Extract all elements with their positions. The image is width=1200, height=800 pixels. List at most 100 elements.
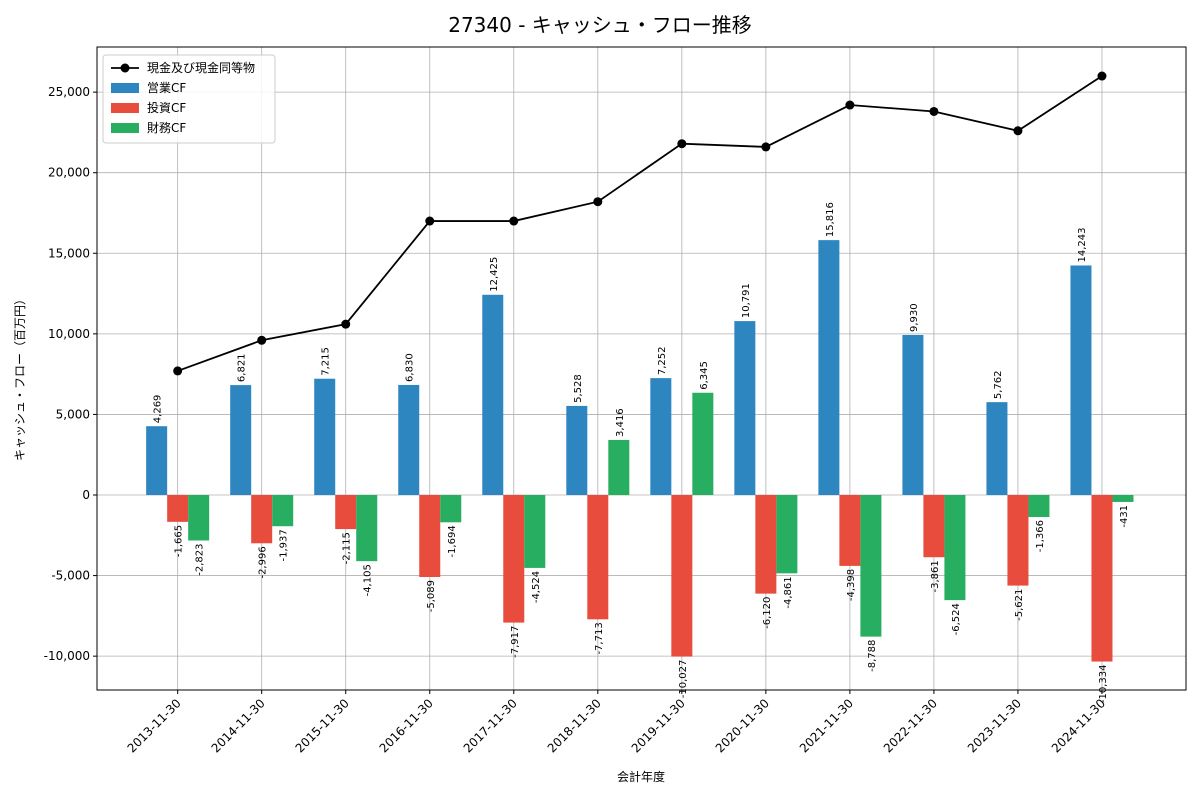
legend-bar-swatch (111, 123, 139, 133)
data-label: -3,861 (930, 560, 941, 592)
bar-財務CF (776, 495, 798, 574)
x-tick-label: 2022-11-30 (881, 696, 940, 755)
bar-投資CF (503, 495, 525, 623)
bar-営業CF (986, 402, 1008, 496)
bar-営業CF (818, 240, 840, 496)
data-label: 5,762 (993, 371, 1004, 400)
line-point (677, 139, 687, 149)
bar-営業CF (146, 426, 168, 496)
y-tick-label: 15,000 (48, 246, 90, 260)
line-point (425, 216, 435, 226)
bar-投資CF (419, 495, 441, 578)
bar-投資CF (587, 495, 609, 620)
bar-財務CF (356, 495, 378, 562)
bar-営業CF (398, 384, 420, 496)
data-label: 9,930 (909, 303, 920, 332)
data-label: -10,334 (1098, 665, 1109, 704)
data-label: 4,269 (153, 395, 164, 424)
bar-財務CF (944, 495, 966, 601)
line-point (761, 142, 771, 152)
x-tick-label: 2014-11-30 (209, 696, 268, 755)
legend-line-marker (120, 63, 130, 73)
bar-投資CF (1091, 495, 1113, 662)
data-label: 7,252 (657, 346, 668, 375)
data-label: -10,027 (678, 660, 689, 699)
data-label: 6,345 (699, 361, 710, 390)
x-tick-label: 2024-11-30 (1049, 696, 1108, 755)
y-tick-label: 25,000 (48, 85, 90, 99)
line-point (845, 100, 855, 110)
bar-layer (146, 240, 1134, 662)
y-tick-label: 5,000 (56, 407, 90, 421)
data-label: -4,861 (783, 576, 794, 608)
y-tick-label: -10,000 (44, 649, 90, 663)
bar-財務CF (440, 495, 462, 523)
x-tick-label: 2020-11-30 (713, 696, 772, 755)
x-axis-label: 会計年度 (617, 769, 665, 784)
bar-投資CF (839, 495, 861, 566)
data-label: 14,243 (1077, 227, 1088, 262)
bar-投資CF (755, 495, 777, 594)
data-label: 15,816 (825, 202, 836, 237)
data-label: -431 (1119, 505, 1130, 528)
bar-財務CF (272, 495, 294, 527)
data-label: -6,120 (762, 597, 773, 629)
plot-frame (96, 46, 1187, 691)
line-point (1013, 126, 1023, 136)
line-point (1097, 71, 1107, 81)
bar-営業CF (482, 294, 504, 496)
x-tick-label: 2015-11-30 (293, 696, 352, 755)
data-label: -1,694 (447, 525, 458, 557)
data-label: 12,425 (489, 257, 500, 292)
x-tick-label: 2016-11-30 (377, 696, 436, 755)
legend-entry: 現金及び現金同等物 (147, 60, 255, 75)
bar-財務CF (692, 392, 714, 496)
legend-entry: 投資CF (147, 100, 186, 115)
data-label: -2,996 (258, 546, 269, 578)
data-label: -2,823 (195, 543, 206, 575)
line-point (593, 197, 603, 207)
data-label: -5,621 (1014, 589, 1025, 621)
line-layer (173, 71, 1107, 376)
y-tick-label: 10,000 (48, 327, 90, 341)
bar-財務CF (860, 495, 882, 637)
y-axis-label: キャッシュ・フロー（百万円） (13, 293, 27, 461)
y-tick-label: 0 (82, 488, 90, 502)
legend-entry: 営業CF (147, 81, 186, 95)
y-tick-label: 20,000 (48, 166, 90, 180)
bar-投資CF (335, 495, 357, 530)
bar-営業CF (230, 385, 252, 496)
bar-投資CF (1007, 495, 1029, 586)
x-tick-label: 2013-11-30 (125, 696, 184, 755)
data-label: 6,830 (405, 353, 416, 382)
data-label: 6,821 (237, 353, 248, 382)
bar-投資CF (671, 495, 693, 657)
bar-投資CF (167, 495, 189, 522)
bar-財務CF (1112, 495, 1134, 502)
bar-財務CF (608, 439, 630, 496)
y-tick-label: -5,000 (51, 569, 90, 583)
bar-投資CF (923, 495, 945, 558)
data-label: -4,398 (846, 569, 857, 601)
bar-営業CF (314, 378, 336, 496)
line-point (929, 106, 939, 116)
line-point (341, 319, 351, 329)
data-label: -2,115 (342, 532, 353, 564)
data-label: -5,089 (426, 580, 437, 612)
bar-営業CF (650, 378, 672, 496)
data-label: 5,528 (573, 374, 584, 403)
bar-財務CF (188, 495, 210, 541)
label-layer: 4,269 6,821 7,215 6,830 12,425 5,528 7,252 10,7… (153, 202, 1130, 703)
bar-財務CF (524, 495, 546, 568)
data-label: 3,416 (615, 408, 626, 437)
data-label: -4,105 (363, 564, 374, 596)
data-label: -8,788 (867, 640, 878, 672)
x-tick-label: 2023-11-30 (965, 696, 1024, 755)
data-label: 7,215 (321, 347, 332, 376)
bar-営業CF (566, 405, 588, 496)
legend-bar-swatch (111, 83, 139, 93)
x-tick-label: 2017-11-30 (461, 696, 520, 755)
data-label: -1,937 (279, 529, 290, 561)
